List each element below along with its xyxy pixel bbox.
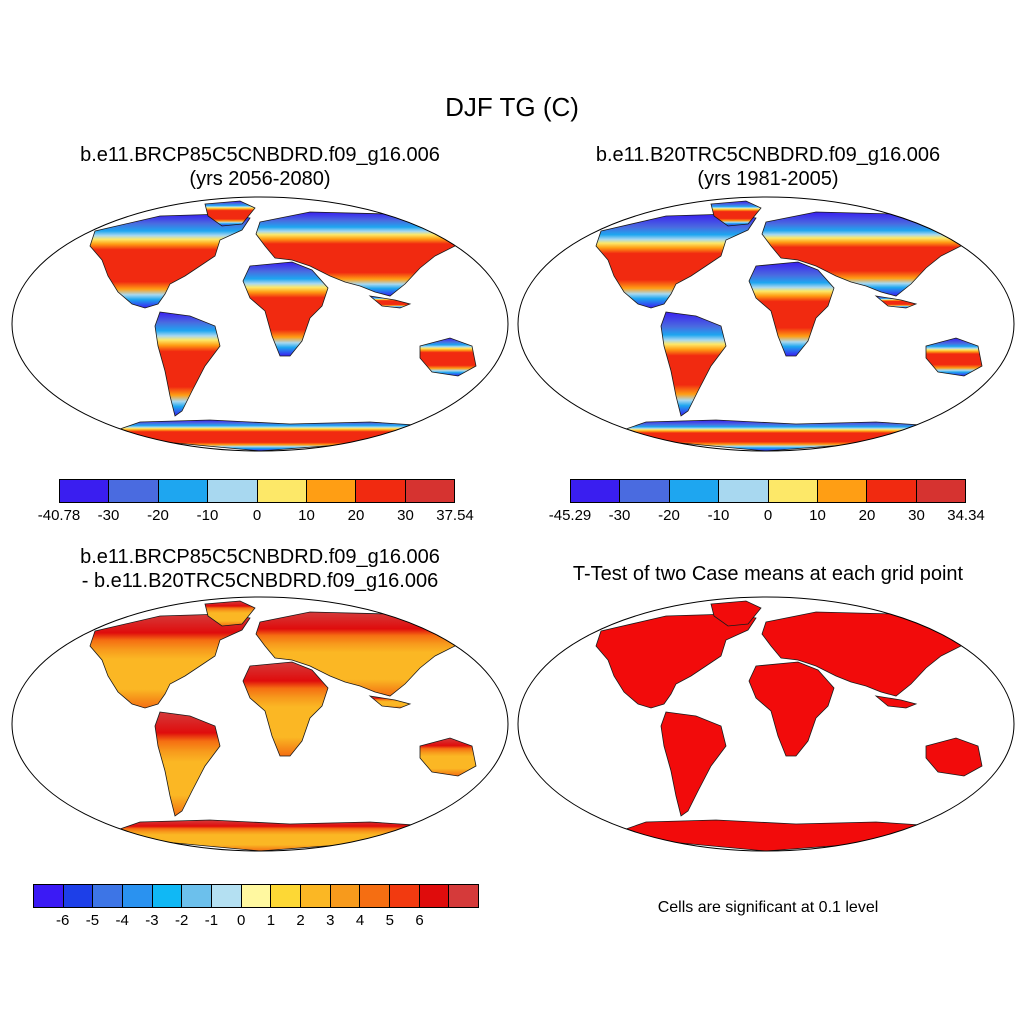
colorbar-swatch xyxy=(257,480,307,502)
colorbar-tick-label: 5 xyxy=(385,912,394,929)
map-top-right xyxy=(517,196,1015,452)
map-top-left xyxy=(11,196,509,452)
globe-outline xyxy=(517,196,1015,452)
colorbar-tick-label: -3 xyxy=(145,912,159,929)
colorbar-tick-label: -40.78 xyxy=(37,507,81,524)
colorbar-tick-label: -5 xyxy=(85,912,100,929)
colorbar-swatch xyxy=(390,885,420,907)
colorbar-swatch xyxy=(356,480,406,502)
panel-title-bottom-left: b.e11.BRCP85C5CNBDRD.f09_g16.006 - b.e11… xyxy=(6,545,514,593)
colorbar-swatch xyxy=(208,480,258,502)
map-bottom-right xyxy=(517,596,1015,852)
colorbar-tick-label: 30 xyxy=(908,507,925,524)
colorbar-swatch xyxy=(158,480,209,502)
panel-title-bottom-left-line1: b.e11.BRCP85C5CNBDRD.f09_g16.006 xyxy=(80,546,440,568)
panel-title-bottom-right-line1: T-Test of two Case means at each grid po… xyxy=(572,563,964,585)
colorbar-swatch xyxy=(571,480,621,502)
globe-outline xyxy=(11,196,509,452)
colorbar-tick-label: 2 xyxy=(296,912,305,929)
colorbar-swatch xyxy=(419,885,450,907)
colorbar-tick-label: 6 xyxy=(415,912,424,929)
colorbar-tick-label: 3 xyxy=(326,912,335,929)
colorbar-tick-label: 20 xyxy=(347,507,365,524)
colorbar-swatch xyxy=(152,885,183,907)
colorbar-tick-label: 10 xyxy=(809,507,826,524)
globe-outline xyxy=(11,596,509,852)
colorbar-tick-label: -30 xyxy=(97,507,120,524)
land-significance-field xyxy=(595,600,983,851)
colorbar-swatch xyxy=(768,480,818,502)
colorbar-swatch xyxy=(123,885,153,907)
colorbar-top-left xyxy=(59,479,455,503)
colorbar-tick-label: -6 xyxy=(56,912,70,929)
colorbar-swatch xyxy=(301,885,331,907)
colorbar-tick-label: -1 xyxy=(204,912,219,929)
colorbar-tick-label: 30 xyxy=(397,507,414,524)
colorbar-top-right xyxy=(570,479,966,503)
colorbar-top-right-labels: -45.29 -30 -20 -10 0 10 20 30 34.34 xyxy=(549,507,985,527)
land-temperature-field xyxy=(89,200,477,451)
panel-title-bottom-right: T-Test of two Case means at each grid po… xyxy=(514,562,1022,586)
colorbar-swatch xyxy=(63,885,94,907)
panel-title-top-right-line1: b.e11.B20TRC5CNBDRD.f09_g16.006 xyxy=(595,144,941,166)
colorbar-swatch xyxy=(212,885,242,907)
colorbar-swatch xyxy=(817,480,868,502)
map-bottom-left xyxy=(11,596,509,852)
panel-title-top-right-line2: (yrs 1981-2005) xyxy=(697,168,839,190)
colorbar-tick-label: -20 xyxy=(658,507,680,524)
globe-outline xyxy=(517,596,1015,852)
colorbar-tick-label: -45.29 xyxy=(548,507,592,524)
colorbar-swatch xyxy=(60,480,110,502)
colorbar-swatch xyxy=(306,480,357,502)
land-difference-field xyxy=(89,600,477,851)
significance-note: Cells are significant at 0.1 level xyxy=(657,899,879,916)
colorbar-swatch xyxy=(271,885,302,907)
colorbar-swatch xyxy=(109,480,159,502)
colorbar-swatch xyxy=(330,885,361,907)
figure-title: DJF TG (C) xyxy=(445,92,579,122)
colorbar-tick-label: 0 xyxy=(236,912,246,929)
colorbar-swatch xyxy=(241,885,272,907)
colorbar-tick-label: -2 xyxy=(174,912,189,929)
colorbar-tick-label: 20 xyxy=(858,507,876,524)
colorbar-swatch xyxy=(867,480,917,502)
panel-title-top-left-line1: b.e11.BRCP85C5CNBDRD.f09_g16.006 xyxy=(80,144,440,166)
panel-title-top-right: b.e11.B20TRC5CNBDRD.f09_g16.006 (yrs 198… xyxy=(514,143,1022,191)
land-temperature-field xyxy=(595,200,983,451)
colorbar-tick-label: 4 xyxy=(355,912,365,929)
colorbar-swatch xyxy=(93,885,124,907)
colorbar-swatch xyxy=(360,885,391,907)
colorbar-swatch xyxy=(916,480,965,502)
colorbar-tick-label: 34.34 xyxy=(947,507,985,524)
colorbar-tick-label: 10 xyxy=(298,507,315,524)
colorbar-swatch xyxy=(669,480,720,502)
panel-title-bottom-left-line2: - b.e11.B20TRC5CNBDRD.f09_g16.006 xyxy=(81,570,439,592)
colorbar-tick-label: 37.54 xyxy=(436,507,474,524)
colorbar-swatch xyxy=(719,480,769,502)
colorbar-tick-label: -10 xyxy=(707,507,730,524)
colorbar-tick-label: -4 xyxy=(115,912,129,929)
colorbar-swatch xyxy=(34,885,64,907)
colorbar-tick-label: 1 xyxy=(266,912,276,929)
panel-title-top-left-line2: (yrs 2056-2080) xyxy=(189,168,331,190)
colorbar-tick-label: 0 xyxy=(763,507,773,524)
colorbar-swatch xyxy=(182,885,213,907)
colorbar-bottom-left xyxy=(33,884,479,908)
colorbar-tick-label: -10 xyxy=(196,507,219,524)
colorbar-tick-label: -20 xyxy=(147,507,169,524)
colorbar-tick-label: -30 xyxy=(608,507,631,524)
colorbar-swatch xyxy=(449,885,479,907)
colorbar-swatch xyxy=(405,480,454,502)
colorbar-bottom-left-labels: -6 -5 -4 -3 -2 -1 0 1 2 3 4 5 6 xyxy=(33,912,479,932)
colorbar-tick-label: 0 xyxy=(252,507,262,524)
colorbar-top-left-labels: -40.78 -30 -20 -10 0 10 20 30 37.54 xyxy=(38,507,474,527)
colorbar-swatch xyxy=(620,480,670,502)
panel-title-top-left: b.e11.BRCP85C5CNBDRD.f09_g16.006 (yrs 20… xyxy=(6,143,514,191)
